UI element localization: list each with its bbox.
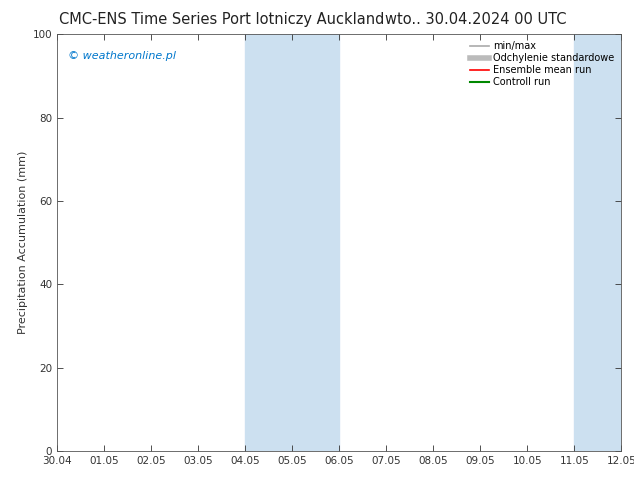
Legend: min/max, Odchylenie standardowe, Ensemble mean run, Controll run: min/max, Odchylenie standardowe, Ensembl… <box>468 39 616 89</box>
Text: wto.. 30.04.2024 00 UTC: wto.. 30.04.2024 00 UTC <box>385 12 566 27</box>
Bar <box>245 34 339 451</box>
Y-axis label: Precipitation Accumulation (mm): Precipitation Accumulation (mm) <box>18 151 29 334</box>
Bar <box>574 34 621 451</box>
Text: © weatheronline.pl: © weatheronline.pl <box>68 51 176 61</box>
Text: CMC-ENS Time Series Port lotniczy Auckland: CMC-ENS Time Series Port lotniczy Auckla… <box>59 12 385 27</box>
